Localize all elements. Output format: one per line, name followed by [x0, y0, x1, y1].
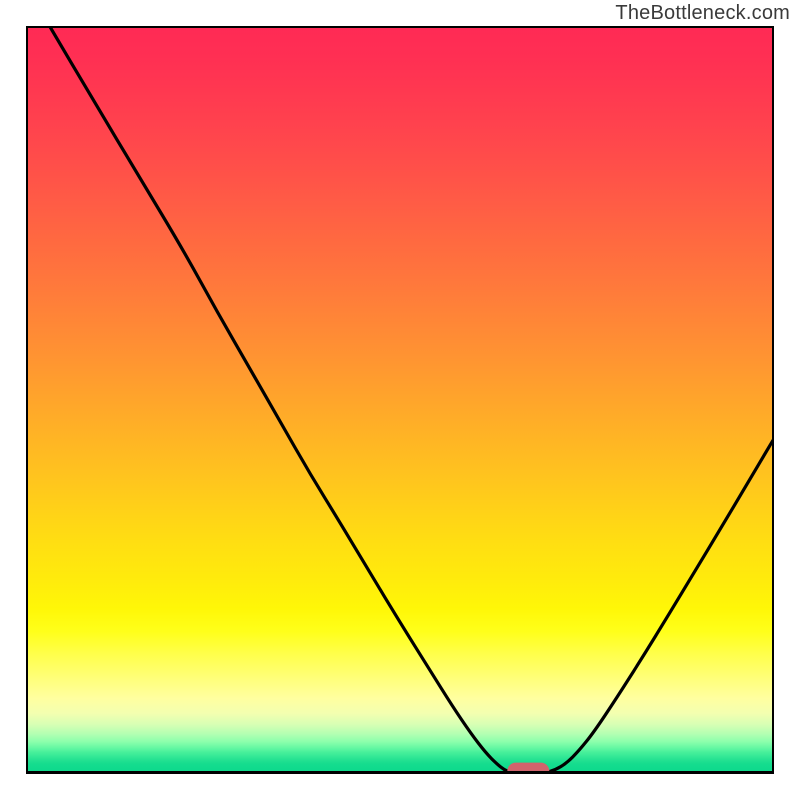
- chart-container: TheBottleneck.com: [0, 0, 800, 800]
- watermark-text: TheBottleneck.com: [615, 2, 790, 25]
- plot-background: [27, 27, 773, 773]
- bottleneck-plot: [0, 0, 800, 800]
